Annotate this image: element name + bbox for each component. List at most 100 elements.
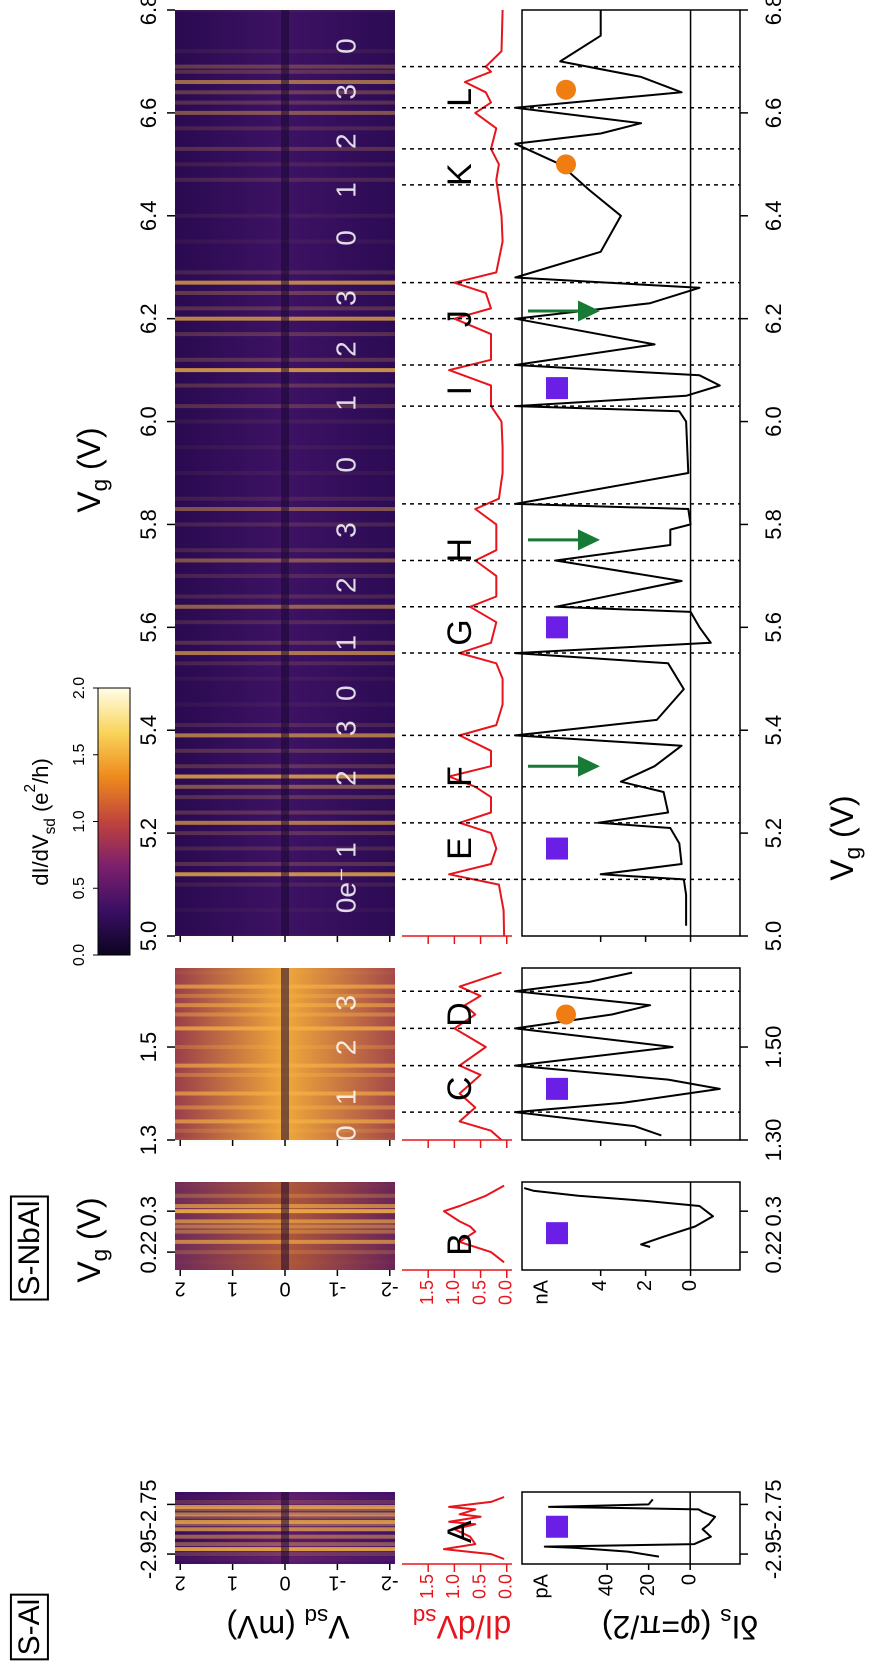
- colormap-gap: [281, 968, 289, 1140]
- y-axis-title-part: dI/dV: [436, 1609, 511, 1645]
- didv-y-tick-label: 1.0: [443, 1574, 463, 1599]
- x-tick-label-top: 5.0: [136, 921, 161, 952]
- peak-letter: B: [441, 1233, 479, 1256]
- x-tick-label-bottom: 5.6: [761, 612, 786, 643]
- x-tick-label-bottom: 6.6: [761, 98, 786, 129]
- x-axis-title-part: (V): [71, 1197, 107, 1249]
- charge-state: 0: [330, 230, 361, 246]
- colorbar-tick-label: 0.5: [71, 877, 88, 899]
- square-marker: [546, 1222, 568, 1245]
- map-y-tick-label: 1: [227, 1278, 238, 1300]
- dis-y-tick-label: 0: [679, 1280, 701, 1291]
- x-tick-label-top: 6.6: [136, 98, 161, 129]
- didv-y-tick-label: 0.5: [469, 1574, 489, 1599]
- dis-y-tick-label: 40: [595, 1574, 617, 1596]
- x-tick-label-top: 6.0: [136, 406, 161, 437]
- colorbar-label-part: (e: [28, 792, 53, 818]
- charge-state: 0: [330, 685, 361, 701]
- colorbar-label: dI/dVsd (e2/h): [22, 758, 59, 886]
- square-marker: [546, 377, 568, 400]
- colorbar-label-part: dI/dV: [28, 834, 53, 886]
- charge-state: 2: [330, 341, 361, 357]
- panel-label-box: [9, 1195, 49, 1301]
- map-y-tick-label: 0: [279, 1278, 290, 1300]
- y-axis-title: Vsd (mV): [226, 1604, 349, 1644]
- didv-curve: [448, 9, 506, 937]
- charge-state: 3: [330, 720, 361, 736]
- x-tick-label-bottom: 6.4: [761, 200, 786, 231]
- x-axis-title-part: (V): [824, 795, 860, 847]
- x-tick-label-top: 1.5: [136, 1032, 161, 1063]
- y-axis-title-part: (φ=π/2): [602, 1609, 720, 1645]
- y-axis-title-part: V: [328, 1609, 350, 1645]
- x-tick-label-bottom: -2.95: [761, 1529, 786, 1579]
- x-tick-label-top: 5.2: [136, 818, 161, 849]
- colorbar: [97, 687, 131, 956]
- square-marker: [546, 616, 568, 639]
- colorbar-label-part: 2: [22, 784, 39, 793]
- map-y-tick-label: 2: [175, 1572, 186, 1594]
- charge-state: 3: [330, 84, 361, 100]
- dis-frame: [521, 1491, 741, 1565]
- colorbar-tick-label: 1.0: [71, 810, 88, 832]
- dis-curve: [514, 971, 721, 1137]
- peak-letter: J: [441, 310, 479, 327]
- charge-state: 1: [330, 182, 361, 198]
- charge-state: 1: [330, 635, 361, 651]
- dis-frame: [521, 9, 741, 937]
- dis-curve: [514, 10, 721, 926]
- didv-y-tick-label: 0.0: [496, 1280, 516, 1305]
- y-axis-title: dI/dVsd: [413, 1604, 511, 1644]
- didv-curve: [442, 1184, 505, 1264]
- didv-y-tick-label: 1.5: [417, 1280, 437, 1305]
- circle-marker: [556, 1004, 576, 1025]
- x-tick-label-bottom: 5.4: [761, 715, 786, 746]
- panel-label-box: [9, 1593, 49, 1661]
- peak-letter: F: [441, 766, 479, 787]
- panel-label: S-NbAl: [13, 1200, 46, 1295]
- panel-label: S-Al: [13, 1599, 46, 1656]
- charge-state: 2: [330, 770, 361, 786]
- colorbar-label-part: /h): [28, 758, 53, 784]
- colormap-gap: [281, 1182, 289, 1270]
- peak-letter: H: [441, 538, 479, 563]
- charge-state: 2: [330, 577, 361, 593]
- colorbar-tick-label: 1.5: [71, 744, 88, 766]
- x-tick-label-bottom: 0.22: [761, 1231, 786, 1274]
- x-tick-label-top: 0.22: [136, 1231, 161, 1274]
- peak-letter: L: [441, 88, 479, 107]
- circle-marker: [556, 154, 576, 175]
- x-tick-label-top: 5.6: [136, 612, 161, 643]
- charge-state: 1: [330, 842, 361, 858]
- peak-letter: G: [441, 619, 479, 645]
- peak-letter: I: [441, 386, 479, 395]
- x-tick-label-bottom: 6.2: [761, 303, 786, 334]
- charge-state: 3: [330, 522, 361, 538]
- map-y-tick-label: 2: [175, 1278, 186, 1300]
- dis-frame: [521, 967, 741, 1141]
- didv-y-tick-label: 1.5: [417, 1574, 437, 1599]
- x-tick-label-top: 1.3: [136, 1125, 161, 1156]
- didv-curve: [442, 1496, 505, 1560]
- peak-letter: A: [441, 1520, 479, 1543]
- y-axis-title-part: sd: [413, 1604, 437, 1629]
- rotated-figure: S-AlS-NbAl Vg (V)Vg (V)Vg (V)Vsd (mV) dI/d…: [9, 0, 865, 1661]
- x-axis-title-part: V: [824, 859, 860, 881]
- dis-frame: [521, 1181, 741, 1271]
- y-axis-title-part: sd: [305, 1604, 329, 1629]
- x-tick-label-bottom: 6.8: [761, 0, 786, 25]
- x-tick-label-top: 6.2: [136, 303, 161, 334]
- didv-y-tick-label: 0.0: [496, 1574, 516, 1599]
- peak-letter: D: [441, 1002, 479, 1027]
- dis-y-tick-label: 2: [634, 1280, 656, 1291]
- charge-state: 3: [330, 995, 361, 1011]
- dis-y-tick-label: 0: [678, 1574, 700, 1585]
- charge-state: 1: [330, 1089, 361, 1105]
- charge-state: 0: [330, 457, 361, 473]
- square-marker: [546, 837, 568, 860]
- x-axis-title-part: V: [71, 1261, 107, 1283]
- x-axis-title-part: g: [87, 1249, 112, 1261]
- didv-y-tick-label: 0.5: [469, 1280, 489, 1305]
- map-y-tick-label: 0: [279, 1572, 290, 1594]
